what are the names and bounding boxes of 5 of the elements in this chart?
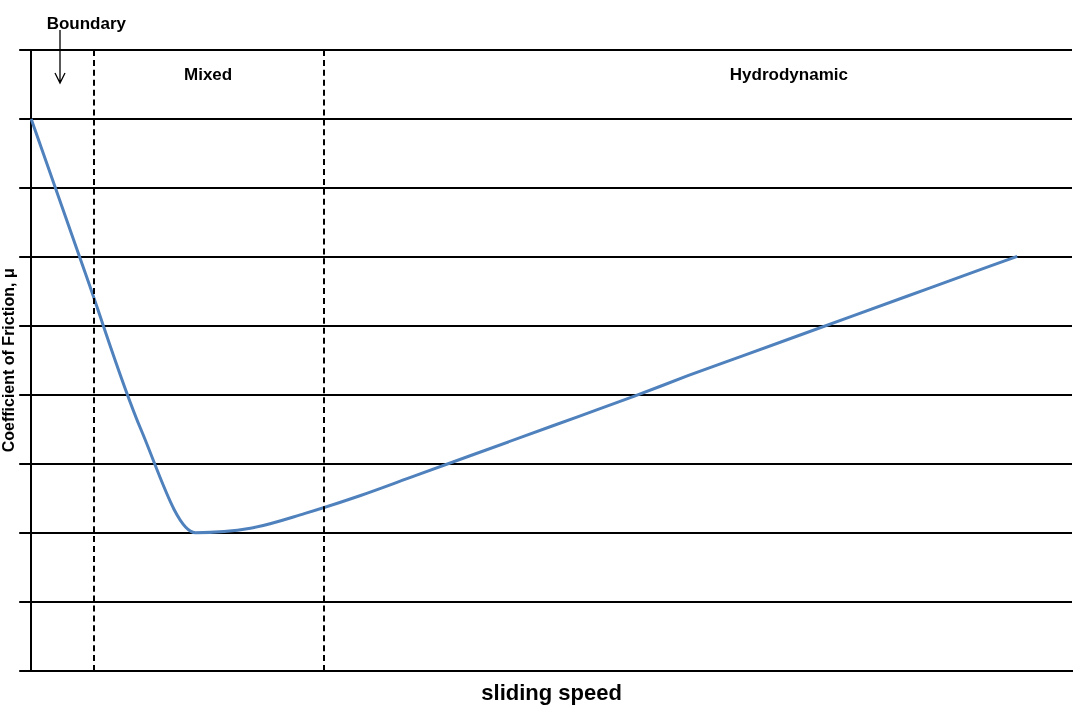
- y-axis-title: Coefficient of Friction, μ: [0, 268, 18, 453]
- text: Hydrodynamic: [729, 65, 848, 85]
- text: Mixed: [184, 65, 233, 85]
- x-axis-title: sliding speed: [481, 679, 622, 705]
- text: Boundary: [46, 14, 127, 34]
